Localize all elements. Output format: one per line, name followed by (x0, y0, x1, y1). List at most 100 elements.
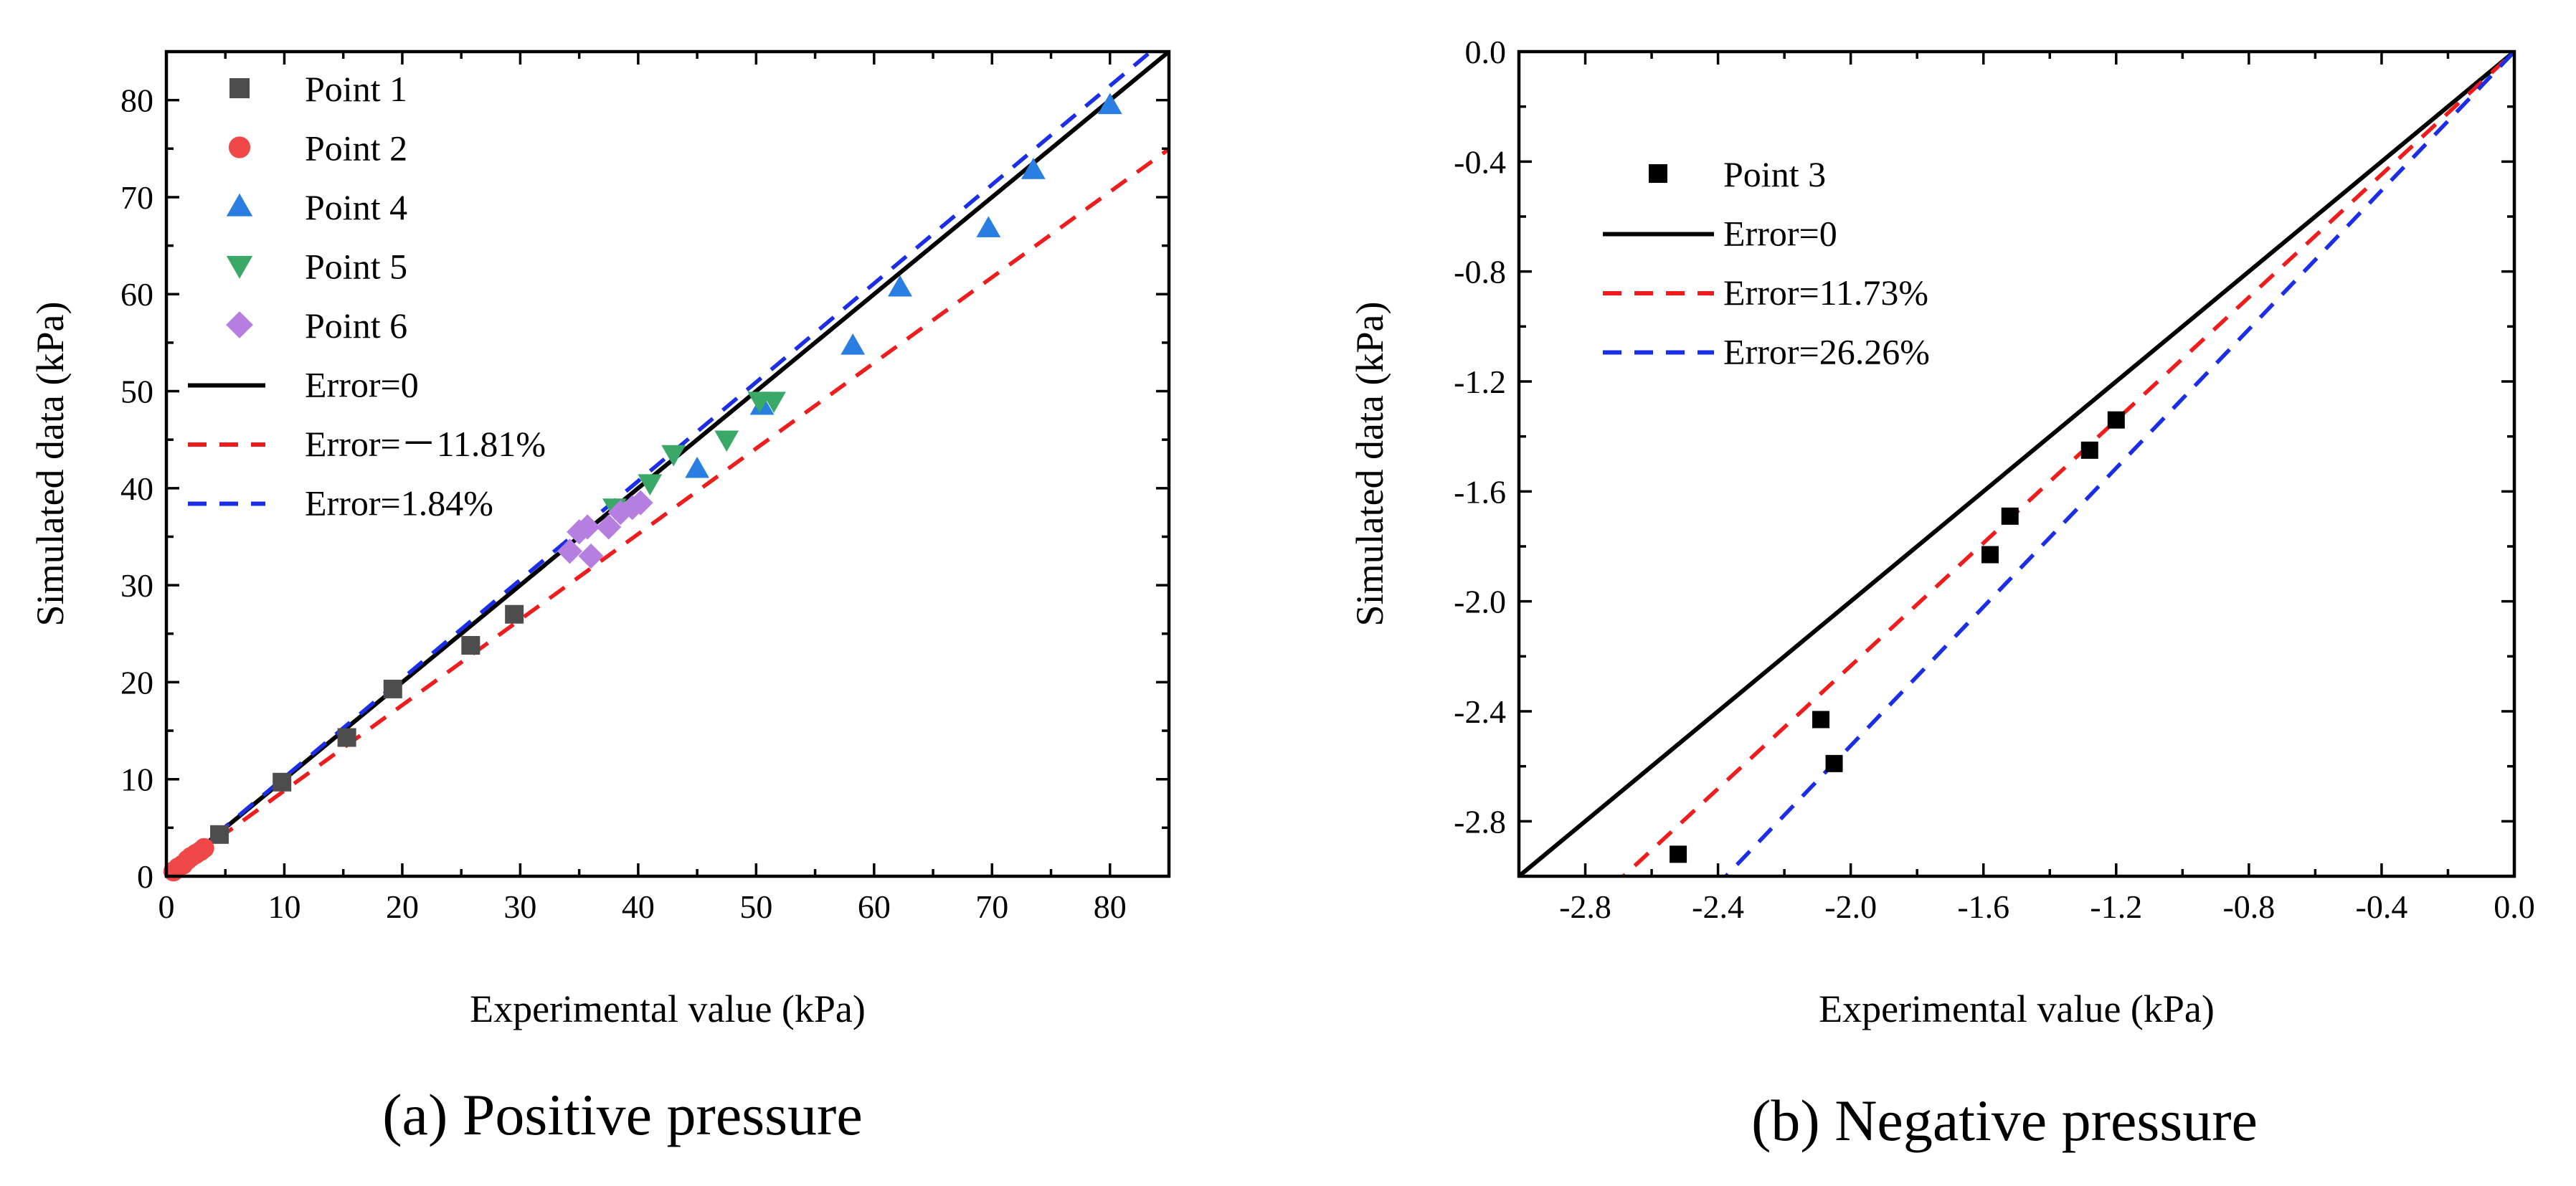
data-point (1097, 92, 1122, 115)
legend-label: Point 6 (305, 305, 407, 346)
data-point (574, 514, 600, 540)
data-point (194, 838, 214, 858)
chart-a-marks (163, 52, 1169, 882)
data-point (1021, 158, 1046, 179)
data-point (628, 490, 653, 516)
chart-1-plot-area (1519, 52, 2514, 876)
panel-positive-pressure: 0 10 20 30 40 50 60 70 80 0 10 20 30 40 50 60 70 80 Point… (29, 49, 1171, 1147)
legend-label: Error=－11.81% (305, 424, 546, 464)
data-point (383, 679, 402, 698)
x-tick-label: 40 (622, 888, 655, 925)
x-tick-label: 60 (858, 888, 891, 925)
data-point (1812, 711, 1830, 729)
data-point (596, 514, 622, 540)
y-tick-label: 20 (120, 664, 153, 701)
legend-swatch (226, 255, 253, 279)
x-tick-label: -2.4 (1692, 888, 1744, 925)
data-point (1981, 546, 1999, 564)
data-point (714, 430, 739, 452)
x-tick-label: 80 (1094, 888, 1127, 925)
reference-line (166, 52, 1169, 876)
x-tick-label: 10 (267, 888, 300, 925)
chart-0-plot-area (166, 52, 1169, 876)
chart-b-marks (1519, 52, 2514, 876)
data-point (461, 636, 480, 655)
y-tick-label: -2.0 (1454, 584, 1506, 620)
chart-b-legend: Point 3 Error=0 Error=11.73% Error=26.26% (1603, 154, 1930, 372)
legend-label: Error=0 (1723, 214, 1837, 254)
x-tick-label: -2.8 (1559, 888, 1611, 925)
y-tick-label: 40 (120, 470, 153, 507)
data-point (976, 216, 1001, 237)
y-tick-label: 30 (120, 567, 153, 604)
data-point (2001, 507, 2019, 525)
legend-label: Point 3 (1723, 154, 1826, 194)
reference-line (1723, 52, 2514, 876)
legend-swatch (226, 311, 253, 338)
y-tick-label: -1.6 (1454, 473, 1506, 510)
legend-label: Point 1 (305, 69, 407, 109)
y-tick-label: 70 (120, 179, 153, 216)
x-tick-label: 20 (386, 888, 419, 925)
chart-b-ylabel: Simulated data (kPa) (1348, 302, 1391, 627)
x-tick-label: 0 (158, 888, 175, 925)
chart-b-frame (1517, 49, 2516, 878)
x-tick-label: 70 (975, 888, 1008, 925)
data-point (1825, 754, 1843, 772)
chart-a-ylabel: Simulated data (kPa) (29, 302, 72, 627)
reference-line (166, 52, 1155, 876)
chart-a-legend: Point 1 Point 2 Point 4 Point 5 Point 6 Error… (188, 69, 546, 523)
data-point (762, 392, 786, 413)
legend-label: Error=1.84% (305, 483, 493, 523)
y-tick-label: -2.8 (1454, 803, 1506, 840)
chart-a-caption: (a) Positive pressure (382, 1082, 863, 1147)
y-tick-label: -0.8 (1454, 254, 1506, 290)
data-point (661, 445, 686, 467)
legend-label: Error=26.26% (1723, 332, 1930, 372)
data-point (2080, 441, 2098, 459)
legend-swatch (226, 193, 253, 217)
legend-label: Error=11.73% (1723, 272, 1928, 313)
x-tick-label: -2.0 (1824, 888, 1877, 925)
x-tick-label: 50 (739, 888, 772, 925)
reference-line (1519, 52, 2514, 876)
legend-swatch (228, 136, 251, 158)
y-tick-label: 10 (120, 762, 153, 798)
x-tick-label: -1.6 (1957, 888, 2009, 925)
chart-a-xlabel: Experimental value (kPa) (470, 987, 866, 1030)
data-point (337, 728, 356, 747)
reference-line (166, 147, 1169, 876)
chart-a-frame (164, 49, 1171, 878)
y-tick-label: 0 (137, 858, 153, 895)
data-point (840, 333, 866, 355)
data-point (2107, 411, 2125, 429)
data-point (888, 275, 912, 297)
data-point (557, 539, 583, 564)
chart-b-caption: (b) Negative pressure (1751, 1088, 2258, 1153)
chart-a-ticks: 0 10 20 30 40 50 60 70 80 0 10 20 30 40 50 60 70 80 (120, 50, 1170, 925)
x-tick-label: -1.2 (2090, 888, 2142, 925)
y-tick-label: 50 (120, 374, 153, 410)
x-tick-label: 0.0 (2494, 888, 2535, 925)
legend-label: Point 4 (305, 187, 407, 227)
data-point (578, 543, 604, 569)
y-tick-label: 80 (120, 82, 153, 119)
panel-negative-pressure: -2.8 -2.4 -2.0 -1.6 -1.2 -0.8 -0.4 0.0 0.0 -0.4 -0… (1348, 34, 2535, 1153)
y-tick-label: -0.4 (1454, 143, 1506, 180)
data-point (505, 604, 524, 624)
y-tick-label: 0.0 (1465, 34, 1507, 70)
legend-label: Error=0 (305, 365, 419, 405)
data-point (638, 474, 663, 495)
y-tick-label: -1.2 (1454, 364, 1506, 400)
y-tick-label: -2.4 (1454, 693, 1506, 730)
legend-swatch (1649, 164, 1667, 183)
data-point (685, 456, 710, 478)
data-point (1670, 845, 1687, 863)
legend-swatch (229, 78, 250, 98)
x-tick-label: 30 (503, 888, 536, 925)
x-tick-label: -0.4 (2356, 888, 2408, 925)
data-point (210, 825, 229, 844)
chart-b-ticks: -2.8 -2.4 -2.0 -1.6 -1.2 -0.8 -0.4 0.0 0.0 -0.4 -0… (1454, 34, 2535, 925)
legend-label: Point 5 (305, 247, 407, 287)
x-tick-label: -0.8 (2222, 888, 2275, 925)
